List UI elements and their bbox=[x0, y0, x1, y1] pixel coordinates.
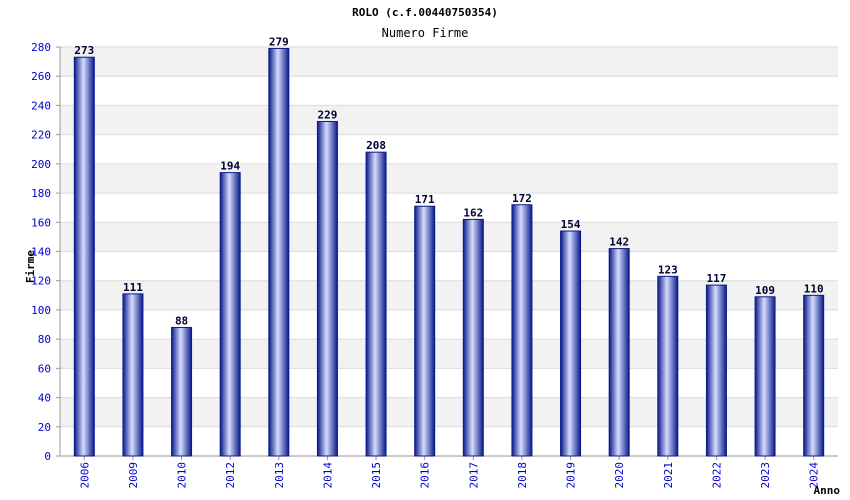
x-tick-label-2010: 2010 bbox=[176, 462, 189, 489]
value-label-2021: 123 bbox=[658, 263, 678, 276]
plot-band bbox=[60, 193, 838, 223]
value-label-2016: 171 bbox=[415, 193, 435, 206]
y-tick-label: 160 bbox=[31, 216, 51, 229]
bar-2018 bbox=[511, 204, 533, 457]
value-label-2023: 109 bbox=[755, 284, 775, 297]
value-label-2020: 142 bbox=[609, 236, 629, 249]
y-tick-label: 260 bbox=[31, 70, 51, 83]
y-tick-label: 80 bbox=[38, 333, 51, 346]
y-tick-label: 180 bbox=[31, 187, 51, 200]
y-tick-label: 280 bbox=[31, 41, 51, 54]
x-tick-label-2019: 2019 bbox=[565, 462, 578, 489]
x-tick-label-2006: 2006 bbox=[78, 462, 91, 489]
value-label-2015: 208 bbox=[366, 139, 386, 152]
bar-2017 bbox=[462, 218, 484, 457]
plot-band bbox=[60, 76, 838, 106]
value-label-2012: 194 bbox=[220, 160, 240, 173]
value-label-2014: 229 bbox=[318, 108, 338, 121]
x-tick-label-2009: 2009 bbox=[127, 462, 140, 489]
x-tick-label-2018: 2018 bbox=[516, 462, 529, 489]
y-tick-label: 100 bbox=[31, 304, 51, 317]
bar-2024 bbox=[803, 294, 825, 457]
x-tick-label-2024: 2024 bbox=[808, 462, 821, 489]
value-label-2009: 111 bbox=[123, 281, 143, 294]
plot-band bbox=[60, 105, 838, 135]
value-label-2018: 172 bbox=[512, 192, 532, 205]
bar-2019 bbox=[560, 230, 582, 457]
value-label-2006: 273 bbox=[74, 44, 94, 57]
y-tick-label: 200 bbox=[31, 158, 51, 171]
chart-title: ROLO (c.f.00440750354) bbox=[352, 6, 498, 19]
x-tick-label-2022: 2022 bbox=[710, 462, 723, 489]
plot-band bbox=[60, 163, 838, 194]
x-tick-label-2015: 2015 bbox=[370, 462, 383, 489]
bar-2009 bbox=[122, 293, 144, 457]
bar-2015 bbox=[365, 151, 387, 457]
value-label-2024: 110 bbox=[804, 282, 824, 295]
x-tick-label-2023: 2023 bbox=[759, 462, 772, 489]
value-label-2013: 279 bbox=[269, 35, 289, 48]
plot-band bbox=[60, 251, 838, 281]
plot-band bbox=[60, 134, 838, 164]
plot-band bbox=[60, 222, 838, 252]
bar-2006 bbox=[73, 56, 95, 457]
x-tick-label-2013: 2013 bbox=[273, 462, 286, 489]
labels: 0 20 40 60 80 100 120 140 160 180 200 220 240 260 280 2… bbox=[24, 35, 840, 497]
bar-2023 bbox=[754, 296, 776, 457]
x-tick-label-2020: 2020 bbox=[613, 462, 626, 489]
y-tick-label: 0 bbox=[44, 450, 51, 463]
bar-2021 bbox=[657, 275, 679, 457]
value-label-2019: 154 bbox=[561, 218, 581, 231]
x-tick-label-2016: 2016 bbox=[419, 462, 432, 489]
x-tick-label-2014: 2014 bbox=[321, 462, 334, 489]
y-tick-label: 220 bbox=[31, 129, 51, 142]
bar-2013 bbox=[268, 47, 290, 457]
y-tick-label: 140 bbox=[31, 246, 51, 259]
value-label-2010: 88 bbox=[175, 314, 188, 327]
y-axis-title: Firme bbox=[24, 250, 37, 283]
bars bbox=[73, 47, 825, 457]
x-axis-title: Anno bbox=[814, 484, 841, 497]
y-tick-label: 60 bbox=[38, 362, 51, 375]
x-tick-label-2017: 2017 bbox=[467, 462, 480, 489]
chart-subtitle: Numero Firme bbox=[381, 26, 469, 40]
bar-2012 bbox=[219, 172, 241, 457]
bar-2014 bbox=[316, 120, 338, 457]
x-tick-label-2021: 2021 bbox=[662, 462, 675, 489]
bar-2016 bbox=[414, 205, 436, 457]
y-tick-label: 40 bbox=[38, 392, 51, 405]
y-tick-label: 20 bbox=[38, 421, 51, 434]
value-label-2017: 162 bbox=[463, 206, 483, 219]
bar-2010 bbox=[171, 326, 193, 457]
y-tick-label: 240 bbox=[31, 99, 51, 112]
value-label-2022: 117 bbox=[707, 272, 727, 285]
plot-band bbox=[60, 47, 838, 77]
x-tick-label-2012: 2012 bbox=[224, 462, 237, 489]
y-tick-label: 120 bbox=[31, 275, 51, 288]
bar-2022 bbox=[705, 284, 727, 457]
bar-2020 bbox=[608, 248, 630, 457]
